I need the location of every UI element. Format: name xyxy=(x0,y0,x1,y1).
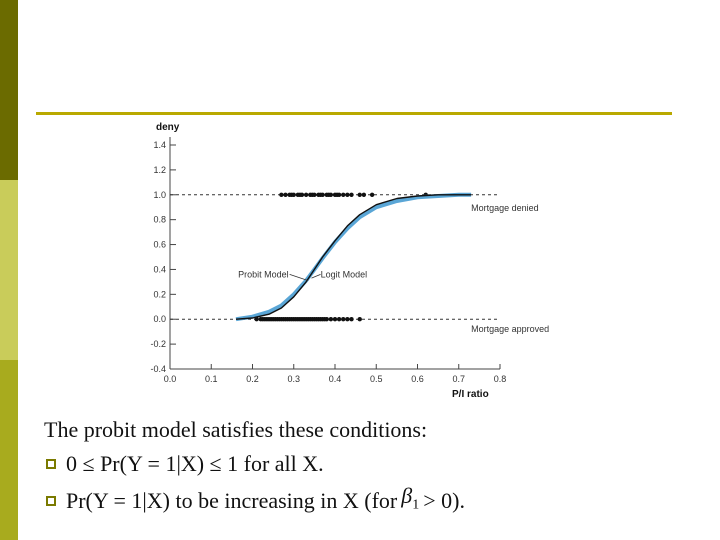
logit-model-curve xyxy=(235,192,472,322)
denied-observation-point xyxy=(341,192,346,197)
annotation-probit-model: Probit Model xyxy=(238,269,289,279)
bullet-text-bounds: 0 ≤ Pr(Y = 1|X) ≤ 1 for all X. xyxy=(66,451,324,476)
y-axis-label: deny xyxy=(156,122,180,133)
logit-label-leader xyxy=(311,274,321,279)
annotation-mortgage-denied: Mortgage denied xyxy=(471,203,539,213)
denied-observation-point xyxy=(303,192,309,197)
approved-observation-point xyxy=(357,317,362,322)
x-tick-label: 0.4 xyxy=(329,374,342,384)
bullet-item-increasing: Pr(Y = 1|X) to be increasing in X (for β… xyxy=(44,480,465,521)
y-tick-label: -0.4 xyxy=(150,364,166,374)
y-tick-label: 1.2 xyxy=(153,165,166,175)
approved-observation-point xyxy=(332,317,338,322)
probit-label-leader xyxy=(289,274,309,282)
denied-observation-point xyxy=(349,192,354,197)
y-tick-label: 0.4 xyxy=(153,264,166,274)
probit-model-curve xyxy=(235,194,472,320)
approved-observation-point xyxy=(254,317,259,322)
denied-observation-point xyxy=(357,192,362,197)
x-tick-label: 0.5 xyxy=(370,374,383,384)
x-tick-label: 0.7 xyxy=(452,374,465,384)
title-divider xyxy=(36,112,672,115)
y-tick-label: -0.2 xyxy=(150,339,166,349)
x-tick-label: 0.6 xyxy=(411,374,424,384)
denied-observation-point xyxy=(279,192,284,197)
intro-text: The probit model satisfies these conditi… xyxy=(44,417,428,442)
bullet-text-increasing: Pr(Y = 1|X) to be increasing in X (for xyxy=(66,487,398,513)
bullet-text-increasing-end: > 0). xyxy=(423,487,465,513)
left-accent-bar-top xyxy=(0,0,18,180)
bullet-text-block: The probit model satisfies these conditi… xyxy=(44,414,465,521)
probit-logit-chart: -0.4 -0.2 0.0 0.2 0.4 0.6 0.8 1.0 1.2 1.4 0.0 0.1 0.… xyxy=(150,122,549,400)
approved-observation-point xyxy=(324,317,329,322)
bullet-item-bounds: 0 ≤ Pr(Y = 1|X) ≤ 1 for all X. xyxy=(44,448,465,480)
y-tick-label: 0.0 xyxy=(153,314,166,324)
x-tick-label: 0.8 xyxy=(494,374,507,384)
approved-observation-point xyxy=(345,317,350,322)
square-bullet-icon xyxy=(46,459,56,469)
left-accent-bar-middle xyxy=(0,180,18,360)
approved-observation-point xyxy=(341,317,346,322)
y-tick-label: 1.0 xyxy=(153,190,166,200)
y-tick-label: 0.8 xyxy=(153,215,166,225)
left-accent-bar-bottom xyxy=(0,360,18,540)
denied-observation-point xyxy=(299,192,305,197)
denied-observation-point xyxy=(291,192,296,197)
denied-observation-point xyxy=(369,192,375,197)
square-bullet-icon xyxy=(46,495,56,506)
x-axis-label: P/I ratio xyxy=(452,389,489,400)
x-tick-label: 0.1 xyxy=(205,374,218,384)
x-tick-label: 0.2 xyxy=(246,374,259,384)
y-tick-label: 1.4 xyxy=(153,140,166,150)
denied-observation-point xyxy=(336,192,342,197)
x-tick-label: 0.3 xyxy=(287,374,300,384)
x-tick-label: 0.0 xyxy=(164,374,177,384)
approved-observation-point xyxy=(349,317,354,322)
denied-observation-point xyxy=(328,192,334,197)
denied-observation-point xyxy=(361,192,367,197)
denied-observation-point xyxy=(320,192,325,197)
approved-observation-point xyxy=(328,317,334,322)
denied-observation-point xyxy=(345,192,350,197)
y-tick-label: 0.2 xyxy=(153,289,166,299)
annotation-mortgage-approved: Mortgage approved xyxy=(471,324,549,334)
denied-observation-point xyxy=(283,192,288,197)
annotation-logit-model: Logit Model xyxy=(321,269,368,279)
approved-observation-point xyxy=(336,317,342,322)
y-tick-label: 0.6 xyxy=(153,240,166,250)
beta-one-symbol: β1 xyxy=(401,483,420,513)
denied-observation-point xyxy=(312,192,317,197)
